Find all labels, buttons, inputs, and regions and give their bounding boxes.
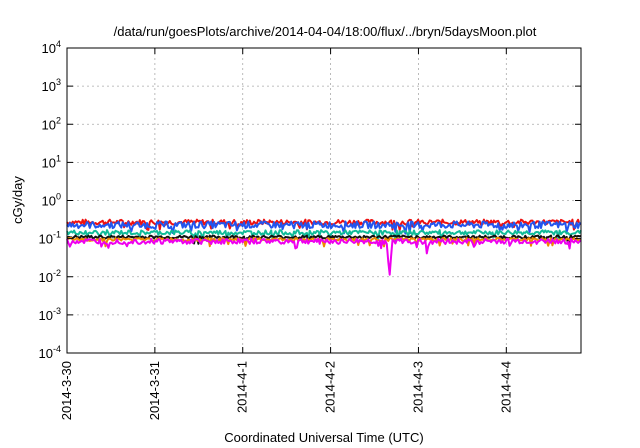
x-tick-label: 2014-3-31 (147, 361, 162, 420)
y-tick-label: 102 (42, 115, 61, 132)
y-tick-label: 100 (42, 192, 61, 209)
y-axis: 10-4 10-3 10-2 10-1 100 101 102 103 104 (39, 39, 581, 361)
chart-title: /data/run/goesPlots/archive/2014-04-04/1… (114, 24, 537, 39)
y-tick-label: 10-2 (39, 268, 61, 285)
x-tick-label: 2014-3-30 (59, 361, 74, 420)
y-tick-label: 10-1 (39, 230, 61, 247)
y-tick-label: 101 (42, 153, 61, 170)
y-axis-label: cGy/day (10, 176, 25, 224)
y-tick-label: 103 (42, 77, 61, 94)
x-axis-label: Coordinated Universal Time (UTC) (224, 430, 423, 445)
y-tick-label: 104 (42, 39, 61, 56)
y-tick-label: 10-3 (39, 306, 61, 323)
series-line (66, 234, 582, 245)
series-line (66, 229, 582, 241)
y-tick-label: 10-4 (39, 344, 61, 361)
grid (67, 48, 581, 353)
x-tick-label: 2014-4-3 (410, 361, 425, 413)
series-line (66, 237, 582, 276)
x-axis: 2014-3-30 2014-3-31 2014-4-1 2014-4-2 2014-4… (59, 48, 513, 420)
series-group (66, 218, 582, 276)
x-tick-label: 2014-4-4 (498, 361, 513, 413)
x-tick-label: 2014-4-1 (235, 361, 250, 413)
series-line (66, 220, 582, 235)
x-tick-label: 2014-4-2 (323, 361, 338, 413)
